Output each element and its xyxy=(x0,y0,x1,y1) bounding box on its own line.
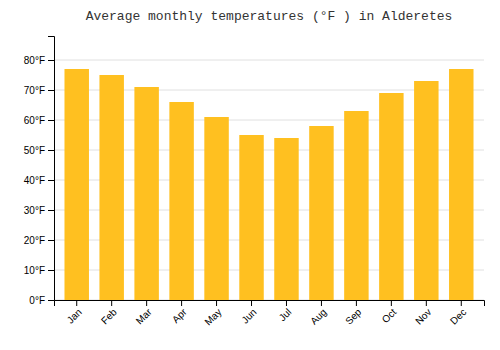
x-tick-label: Aug xyxy=(308,306,328,326)
grid xyxy=(54,60,484,300)
y-axis-line xyxy=(48,37,55,301)
x-tick-mark xyxy=(216,300,217,306)
x-tick-label: Sep xyxy=(343,306,364,327)
title: Average monthly temperatures (°F ) in Al… xyxy=(86,9,453,24)
bars xyxy=(64,69,473,300)
y-tick: 50°F xyxy=(24,145,54,156)
x-tick-label: Apr xyxy=(170,306,189,325)
x-tick: Aug xyxy=(308,300,328,327)
y-tick-mark xyxy=(48,270,54,271)
x-tick: Jul xyxy=(277,300,294,323)
x-tick-label: Jan xyxy=(65,306,84,325)
y-tick: 10°F xyxy=(24,265,54,276)
bar xyxy=(169,102,193,300)
y-tick-mark xyxy=(48,90,54,91)
y-tick: 40°F xyxy=(24,175,54,186)
bar xyxy=(99,75,123,300)
bar xyxy=(204,117,228,300)
bar xyxy=(344,111,368,300)
x-tick: Dec xyxy=(448,300,468,327)
y-tick-label: 80°F xyxy=(24,55,45,66)
x-tick-mark xyxy=(181,300,182,306)
y-tick-label: 10°F xyxy=(24,265,45,276)
grid-line xyxy=(54,60,484,61)
x-tick-mark xyxy=(251,300,252,306)
x-tick-mark xyxy=(146,300,147,306)
x-tick-label: Feb xyxy=(99,306,119,326)
x-tick: Nov xyxy=(413,300,433,327)
x-tick: Jan xyxy=(65,300,84,326)
x-tick: Mar xyxy=(134,300,154,326)
x-tick-label: Mar xyxy=(134,306,154,326)
x-tick: Feb xyxy=(99,300,119,326)
x-tick-mark xyxy=(426,300,427,306)
x-tick-mark xyxy=(356,300,357,306)
y-tick-mark xyxy=(48,150,54,151)
y-tick-label: 30°F xyxy=(24,205,45,216)
x-tick-mark xyxy=(461,300,462,306)
y-tick-mark xyxy=(48,240,54,241)
x-tick-mark xyxy=(391,300,392,306)
y-tick-mark xyxy=(48,120,54,121)
y-tick: 20°F xyxy=(24,235,54,246)
y-tick: 80°F xyxy=(24,55,54,66)
x-tick-mark xyxy=(286,300,287,306)
bar xyxy=(379,93,403,300)
y-tick-label: 40°F xyxy=(24,175,45,186)
x-tick-mark xyxy=(111,300,112,306)
chart: 0°F 10°F 20°F 30°F 40°F 50°F 60°F 70°F 80°F Jan Fe… xyxy=(0,0,500,350)
y-tick: 60°F xyxy=(24,115,54,126)
y-tick-label: 20°F xyxy=(24,235,45,246)
bar xyxy=(449,69,473,300)
x-tick-mark xyxy=(76,300,77,306)
x-tick-label: Nov xyxy=(413,306,433,326)
x-tick-label: May xyxy=(202,306,223,327)
y-tick-mark xyxy=(48,210,54,211)
x-tick-label: Oct xyxy=(380,306,399,325)
bar xyxy=(274,138,298,300)
x-tick: Jun xyxy=(239,300,258,326)
y-tick: 0°F xyxy=(29,295,54,306)
x-tick: Sep xyxy=(343,300,364,327)
bar xyxy=(414,81,438,300)
x-tick-label: Jun xyxy=(239,306,258,325)
y-axis: 0°F 10°F 20°F 30°F 40°F 50°F 60°F 70°F 80°F xyxy=(24,37,55,306)
x-tick-label: Jul xyxy=(277,306,294,323)
y-tick: 70°F xyxy=(24,85,54,96)
plot: 0°F 10°F 20°F 30°F 40°F 50°F 60°F 70°F 80°F Jan Fe… xyxy=(24,37,485,328)
bar xyxy=(239,135,263,300)
x-axis: Jan Feb Mar Apr May Jun Jul Aug Sep Oct Nov Dec xyxy=(55,300,485,328)
y-tick-label: 50°F xyxy=(24,145,45,156)
y-tick: 30°F xyxy=(24,205,54,216)
y-tick-label: 60°F xyxy=(24,115,45,126)
y-tick-mark xyxy=(48,180,54,181)
y-tick-mark xyxy=(48,300,54,301)
x-tick-label: Dec xyxy=(448,306,468,326)
y-tick-mark xyxy=(48,60,54,61)
bar xyxy=(64,69,88,300)
x-tick-mark xyxy=(321,300,322,306)
y-tick-label: 70°F xyxy=(24,85,45,96)
x-tick: May xyxy=(202,300,223,328)
x-tick: Apr xyxy=(170,300,189,325)
y-tick-label: 0°F xyxy=(29,295,45,306)
x-axis-line xyxy=(55,301,485,307)
x-tick: Oct xyxy=(380,300,399,325)
bar xyxy=(134,87,158,300)
bar xyxy=(309,126,333,300)
